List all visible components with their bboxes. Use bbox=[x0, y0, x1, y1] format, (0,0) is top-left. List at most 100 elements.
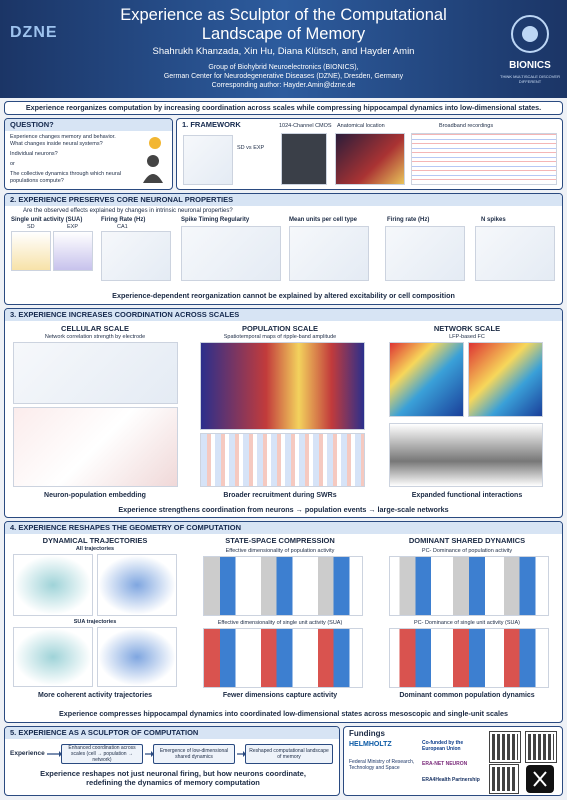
funder: Federal Ministry of Research, Technology… bbox=[349, 759, 415, 771]
bionics-icon bbox=[511, 15, 549, 53]
label: 1024-Channel CMOS bbox=[279, 123, 332, 129]
figure bbox=[53, 231, 93, 271]
funder: HELMHOLTZ bbox=[349, 741, 392, 748]
authors: Shahrukh Khanzada, Xin Hu, Diana Klütsch… bbox=[152, 46, 415, 57]
title: Experience as Sculptor of the Computatio… bbox=[120, 6, 447, 43]
panel-title: Single unit activity (SUA) bbox=[11, 217, 83, 223]
header: DZNE Experience as Sculptor of the Compu… bbox=[0, 0, 567, 98]
qr-code[interactable] bbox=[489, 764, 519, 794]
figure bbox=[203, 556, 363, 616]
logo-right: BIONICS bbox=[509, 60, 551, 71]
figure bbox=[389, 423, 543, 487]
column-title: POPULATION SCALE bbox=[241, 324, 319, 333]
column-subtitle: Spatiotemporal maps of ripple-band ampli… bbox=[223, 334, 337, 340]
panel-title: N spikes bbox=[481, 217, 506, 223]
affiliation-line: Corresponding author: Hayder.Amin@dzne.d… bbox=[211, 82, 356, 89]
column-title: DYNAMICAL TRAJECTORIES bbox=[42, 536, 148, 545]
framework-box: 1. FRAMEWORK SD vs EXP 1024-Channel CMOS… bbox=[176, 118, 563, 190]
figure bbox=[13, 627, 93, 687]
figure bbox=[97, 554, 177, 616]
group-label: EXP bbox=[67, 224, 79, 230]
column-subtitle: Effective dimensionality of population a… bbox=[225, 548, 335, 554]
figure bbox=[385, 226, 465, 281]
column-title: CELLULAR SCALE bbox=[61, 324, 129, 333]
figure bbox=[411, 133, 557, 185]
panel-title: Spike Timing Regularity bbox=[181, 217, 250, 223]
flow-step: Enhanced coordination across scales (cel… bbox=[61, 744, 143, 764]
figure bbox=[281, 133, 327, 185]
label: Broadband recordings bbox=[439, 123, 494, 129]
figure bbox=[335, 133, 405, 185]
section-4: 4. EXPERIENCE RESHAPES THE GEOMETRY OF C… bbox=[4, 521, 563, 723]
flow-step: Emergence of low-dimensional shared dyna… bbox=[153, 744, 235, 764]
conclusion: Experience-dependent reorganization cann… bbox=[112, 291, 455, 300]
column-subtitle: LFP-based FC bbox=[449, 334, 485, 340]
section-title: 3. EXPERIENCE INCREASES COORDINATION ACR… bbox=[5, 309, 562, 321]
panel-title: Firing Rate (Hz) bbox=[101, 217, 146, 223]
affiliation-line: Group of Biohybrid Neuroelectronics (BIO… bbox=[208, 64, 359, 71]
figure bbox=[289, 226, 369, 281]
caption: More coherent activity trajectories bbox=[38, 692, 152, 699]
statement: Experience reshapes not just neuronal fi… bbox=[40, 769, 306, 787]
section-title: 5. EXPERIENCE AS A SCULPTOR OF COMPUTATI… bbox=[5, 727, 339, 739]
panel-title: Mean units per cell type bbox=[289, 217, 358, 223]
figure bbox=[101, 231, 171, 281]
figure bbox=[389, 342, 464, 417]
column-title: NETWORK SCALE bbox=[433, 324, 501, 333]
column-subtitle: Effective dimensionality of single unit … bbox=[217, 620, 343, 626]
column-subtitle: PC- Dominance of population activity bbox=[421, 548, 513, 554]
column-subtitle: SUA trajectories bbox=[73, 619, 117, 625]
question-box: QUESTION? Experience changes memory and … bbox=[4, 118, 173, 190]
group-label: CA1 bbox=[117, 224, 128, 230]
arrows bbox=[47, 751, 246, 757]
section-3: 3. EXPERIENCE INCREASES COORDINATION ACR… bbox=[4, 308, 563, 518]
section-title: 4. EXPERIENCE RESHAPES THE GEOMETRY OF C… bbox=[5, 522, 562, 534]
figure bbox=[183, 135, 233, 185]
caption: Neuron-population embedding bbox=[44, 492, 146, 499]
column-title: DOMINANT SHARED DYNAMICS bbox=[408, 536, 526, 545]
icon-person bbox=[143, 137, 163, 183]
section-title: 2. EXPERIENCE PRESERVES CORE NEURONAL PR… bbox=[5, 194, 562, 206]
column-subtitle: PC- Dominance of single unit activity (S… bbox=[413, 620, 521, 626]
conclusion: Experience compresses hippocampal dynami… bbox=[59, 709, 508, 718]
funder: ERA-NET NEURON bbox=[422, 761, 468, 767]
figure bbox=[389, 628, 549, 688]
qr-code[interactable] bbox=[489, 731, 521, 763]
panel-title: Firing rate (Hz) bbox=[387, 217, 430, 223]
label: SD vs EXP bbox=[237, 145, 265, 151]
figure bbox=[13, 554, 93, 616]
section-title: 1. FRAMEWORK bbox=[182, 120, 241, 129]
figure bbox=[389, 556, 549, 616]
question-line: or bbox=[10, 161, 15, 167]
funder: Co-funded by the European Union bbox=[422, 740, 464, 752]
figure bbox=[11, 231, 51, 271]
figure bbox=[200, 342, 365, 430]
fundings-title: Fundings bbox=[349, 729, 385, 738]
column-subtitle: Network correlation strength by electrod… bbox=[44, 334, 146, 340]
flow-start: Experience bbox=[10, 750, 45, 757]
caption: Fewer dimensions capture activity bbox=[222, 692, 338, 699]
conclusion: Experience strengthens coordination from… bbox=[118, 505, 449, 514]
caption: Dominant common population dynamics bbox=[399, 692, 535, 699]
figure bbox=[97, 627, 177, 687]
figure bbox=[475, 226, 555, 281]
question-line: Individual neurons? bbox=[10, 151, 58, 157]
caption: Expanded functional interactions bbox=[411, 492, 523, 499]
caption: Broader recruitment during SWRs bbox=[223, 492, 337, 499]
logo-tagline: THINK MULTISCALE DISCOVER DIFFERENT bbox=[500, 74, 560, 84]
figure bbox=[203, 628, 363, 688]
logo-left: DZNE bbox=[10, 24, 58, 41]
x-logo[interactable] bbox=[526, 765, 554, 793]
column-title: STATE-SPACE COMPRESSION bbox=[225, 536, 335, 545]
fundings: Fundings HELMHOLTZ Co-funded by the Euro… bbox=[343, 726, 563, 796]
label: Anatomical location bbox=[337, 123, 385, 129]
section-5: 5. EXPERIENCE AS A SCULPTOR OF COMPUTATI… bbox=[4, 726, 340, 796]
group-label: SD bbox=[27, 224, 35, 230]
column-subtitle: All trajectories bbox=[75, 546, 115, 552]
question-line: Experience changes memory and behavior. … bbox=[10, 134, 116, 147]
figure bbox=[181, 226, 281, 281]
question: Are the observed effects explained by ch… bbox=[23, 208, 233, 214]
qr-code[interactable] bbox=[525, 731, 557, 763]
